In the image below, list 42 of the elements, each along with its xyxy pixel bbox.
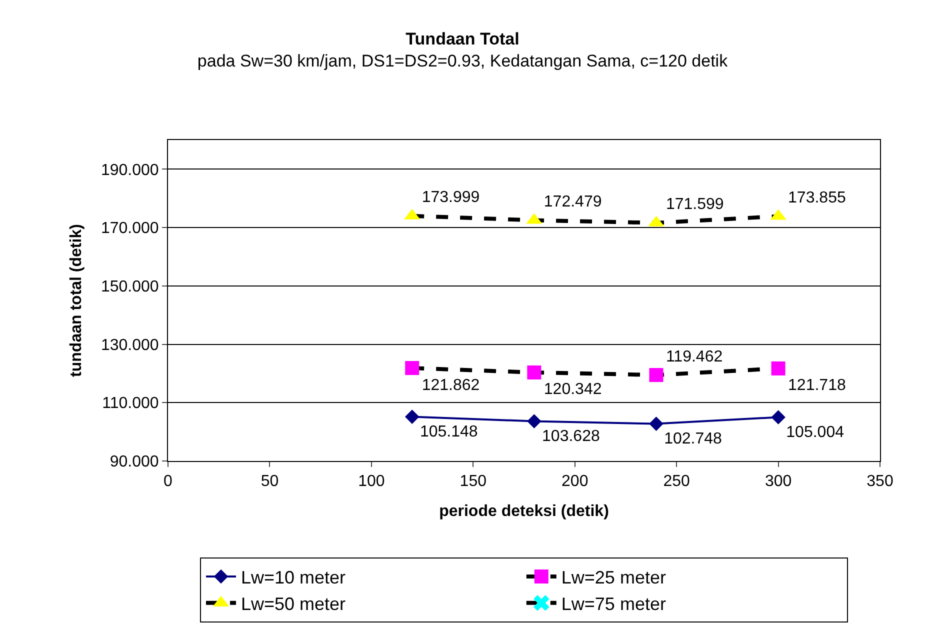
y-tick-label: 130.000: [100, 336, 159, 354]
legend-label: Lw=50 meter: [241, 594, 346, 614]
point: [404, 410, 420, 424]
x-tick-label: 100: [358, 473, 385, 490]
data-label: 172.479: [544, 194, 602, 211]
data-label: 173.999: [422, 189, 480, 206]
y-tick-label: 170.000: [100, 220, 159, 238]
point: [527, 414, 542, 428]
point: [527, 365, 542, 380]
legend-label: Lw=25 meter: [561, 568, 666, 588]
x-tick-label: 250: [663, 473, 690, 490]
x-axis-title: periode deteksi (detik): [439, 502, 609, 520]
legend-label: Lw=75 meter: [561, 594, 666, 614]
data-label: 173.855: [788, 190, 846, 207]
data-label: 121.718: [788, 377, 846, 394]
legend-label: Lw=10 meter: [241, 568, 346, 588]
point: [771, 410, 786, 424]
point: [649, 416, 664, 431]
y-tick-label: 150.000: [100, 278, 159, 296]
data-label: 103.628: [542, 428, 600, 446]
chart-subtitle: pada Sw=30 km/jam, DS1=DS2=0.93, Kedatangan Sama, c=120 detik: [197, 51, 728, 70]
data-label: 121.862: [422, 376, 480, 394]
x-tick-label: 200: [562, 473, 588, 490]
data-label: 120.342: [544, 381, 602, 398]
point: [649, 368, 664, 382]
data-label: 105.004: [786, 424, 844, 442]
data-label: 105.148: [420, 424, 478, 441]
x-tick-label: 50: [260, 473, 279, 490]
point: [405, 361, 420, 376]
y-tick-label: 90.000: [110, 454, 159, 471]
point: [771, 361, 786, 376]
data-label: 102.748: [664, 430, 722, 448]
data-label: 171.599: [666, 196, 724, 214]
x-tick-label: 300: [764, 473, 792, 490]
y-axis-title: tundaan total (detik): [68, 224, 85, 377]
x-tick-label: 0: [164, 473, 173, 490]
data-label: 119.462: [666, 348, 723, 366]
y-tick-label: 110.000: [102, 395, 159, 412]
x-tick-label: 350: [866, 473, 894, 490]
y-tick-label: 190.000: [100, 162, 159, 179]
x-tick-label: 150: [460, 473, 487, 490]
chart-title: Tundaan Total: [406, 29, 520, 48]
